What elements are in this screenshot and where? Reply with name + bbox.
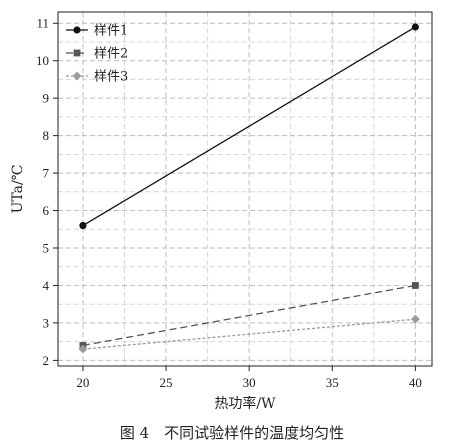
series-line <box>82 26 416 227</box>
plot-frame <box>57 11 433 367</box>
legend-label: 样件3 <box>94 70 128 85</box>
series-layer <box>78 23 420 354</box>
data-point <box>411 282 419 289</box>
legend-item: 样件2 <box>66 47 128 62</box>
legend-marker <box>73 49 81 57</box>
legend-marker <box>73 26 81 34</box>
y-tick-label: 5 <box>43 241 50 256</box>
series-line <box>82 318 416 350</box>
y-tick-label: 11 <box>36 16 49 31</box>
data-point <box>410 314 420 324</box>
y-tick-label: 4 <box>43 278 50 293</box>
series-1 <box>79 23 419 230</box>
series-3 <box>78 314 420 354</box>
x-tick-label: 20 <box>76 375 89 390</box>
figure-caption: 图 4 不同试验样件的温度均匀性 <box>120 424 344 442</box>
legend-marker <box>72 71 82 81</box>
y-axis: 2 3 4 5 6 7 8 9 10 11 <box>36 16 58 368</box>
data-point <box>79 221 87 230</box>
series-line <box>82 284 416 347</box>
y-tick-label: 3 <box>43 315 50 330</box>
legend-label: 样件1 <box>94 24 128 39</box>
legend: 样件1 样件2 样件3 <box>66 24 128 85</box>
data-point <box>78 344 88 354</box>
x-tick-label: 40 <box>409 375 422 390</box>
y-tick-label: 7 <box>43 166 50 181</box>
y-tick-label: 9 <box>43 91 50 106</box>
legend-label: 样件2 <box>94 47 128 62</box>
y-axis-title: UTa/℃ <box>10 165 26 214</box>
x-tick-label: 30 <box>243 375 256 390</box>
y-tick-label: 6 <box>43 203 50 218</box>
data-point <box>411 23 419 31</box>
x-axis-title: 热功率/W <box>214 395 276 412</box>
y-tick-label: 10 <box>36 53 49 68</box>
x-tick-label: 25 <box>160 375 173 390</box>
x-tick-label: 35 <box>326 375 339 390</box>
legend-item: 样件3 <box>66 70 128 85</box>
y-tick-label: 2 <box>43 353 50 368</box>
grid <box>58 12 432 366</box>
y-tick-label: 8 <box>43 128 50 143</box>
x-axis: 20 25 30 35 40 <box>76 366 422 390</box>
legend-item: 样件1 <box>66 24 128 39</box>
